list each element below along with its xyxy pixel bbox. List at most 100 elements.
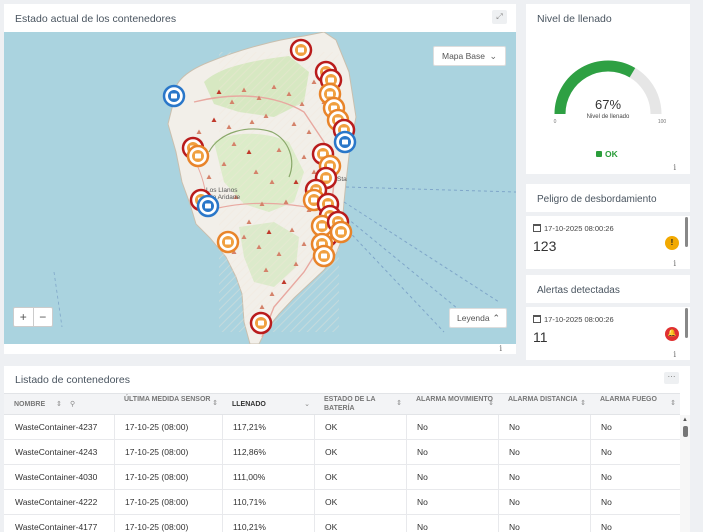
- table-cell: WasteContainer-4237: [15, 422, 98, 432]
- container-marker: [162, 84, 186, 108]
- column-header-1[interactable]: Última medida sensor ⇕: [124, 395, 218, 407]
- scroll-up-arrow[interactable]: ▲: [682, 417, 688, 423]
- table-cell: No: [417, 422, 428, 432]
- basemap-label: Mapa Base: [442, 51, 485, 61]
- bell-alert-icon: 🔔: [665, 327, 679, 341]
- container-markers: [162, 38, 357, 335]
- peak-marker: [256, 95, 262, 100]
- fill-level-title: Nivel de llenado: [537, 13, 612, 25]
- gauge-value: 67%: [595, 97, 621, 112]
- table-cell: OK: [325, 497, 338, 507]
- sort-icon[interactable]: ⇕: [580, 400, 586, 407]
- table-row[interactable]: WasteContainer-4237 17-10-25 (08:00) 117,2…: [4, 415, 680, 440]
- chevron-up-icon: ⌃: [492, 313, 500, 323]
- peak-marker: [211, 117, 217, 122]
- search-icon[interactable]: ⚲: [70, 401, 76, 408]
- peak-marker: [311, 169, 317, 174]
- peak-marker: [311, 79, 317, 84]
- sort-icon[interactable]: ⇕: [396, 400, 402, 407]
- gauge-fill: [554, 60, 636, 115]
- column-header-0[interactable]: Nombre ⇕ ⚲: [14, 400, 110, 409]
- table-cell: 111,00%: [233, 472, 266, 482]
- column-header-6[interactable]: Alarma fuego ⇕: [600, 395, 676, 407]
- card-scrollbar[interactable]: [685, 217, 688, 247]
- place-label-los-llanos: Los Llanos: [206, 187, 238, 194]
- alerts-card-header: Alertas detectadas: [526, 275, 690, 303]
- table-cell: 110,71%: [233, 497, 266, 507]
- column-header-2[interactable]: Llenado ⌄: [232, 400, 310, 409]
- column-divider: [114, 415, 115, 532]
- info-icon[interactable]: i: [499, 344, 502, 353]
- zoom-in-button[interactable]: +: [19, 310, 27, 324]
- table-cell: 117,21%: [233, 422, 266, 432]
- expand-icon[interactable]: ⤢: [492, 10, 507, 24]
- column-header-label: Nombre: [14, 401, 46, 408]
- peak-marker: [293, 179, 299, 184]
- more-options-button[interactable]: ···: [664, 372, 679, 384]
- sort-icon[interactable]: ⇕: [56, 401, 62, 408]
- sort-icon[interactable]: ⇕: [212, 400, 218, 407]
- peak-marker: [221, 161, 227, 166]
- table-header: Nombre ⇕ ⚲ Última medida sensor ⇕ Llenado ⌄ Est…: [4, 393, 680, 415]
- table-cell: 17-10-25 (08:00): [125, 522, 189, 532]
- info-icon[interactable]: i: [673, 259, 676, 268]
- gauge-max: 100: [658, 119, 667, 125]
- table-cell: No: [601, 422, 612, 432]
- peak-marker: [253, 169, 259, 174]
- scroll-thumb[interactable]: [683, 426, 688, 437]
- table-cell: OK: [325, 422, 338, 432]
- peak-marker: [206, 174, 212, 179]
- peak-marker: [246, 219, 252, 224]
- map-panel-title: Estado actual de los contenedores: [15, 13, 177, 25]
- table-cell: No: [417, 447, 428, 457]
- peak-marker: [266, 229, 272, 234]
- column-header-4[interactable]: Alarma movimiento ⇕: [416, 395, 494, 407]
- peak-marker: [249, 119, 255, 124]
- table-title: Listado de contenedores: [15, 374, 131, 386]
- table-cell: 17-10-25 (08:00): [125, 447, 189, 457]
- place-label-aridane: de Aridane: [209, 194, 240, 201]
- table-row[interactable]: WasteContainer-4243 17-10-25 (08:00) 112,8…: [4, 440, 680, 465]
- table-scrollbar[interactable]: ▲: [680, 415, 690, 532]
- card-scrollbar[interactable]: [685, 308, 688, 338]
- column-header-5[interactable]: Alarma distancia ⇕: [508, 395, 586, 407]
- container-map[interactable]: Los Llanos de Aridane Sta Mapa Base ⌄ + …: [4, 32, 516, 344]
- basemap-dropdown[interactable]: Mapa Base ⌄: [433, 46, 506, 66]
- column-header-label: Alarma distancia: [508, 396, 578, 403]
- alerts-date-text: 17-10-2025 08:00:26: [544, 315, 614, 324]
- column-divider: [222, 415, 223, 532]
- overflow-card-header: Peligro de desbordamiento: [526, 184, 690, 212]
- table-row[interactable]: WasteContainer-4177 17-10-25 (08:00) 110,2…: [4, 515, 680, 532]
- sort-icon[interactable]: ⌄: [304, 401, 310, 408]
- table-cell: No: [601, 522, 612, 532]
- zoom-out-button[interactable]: −: [32, 308, 53, 326]
- zoom-control: + −: [13, 307, 53, 327]
- peak-marker: [286, 91, 292, 96]
- peak-marker: [301, 154, 307, 159]
- column-divider: [314, 415, 315, 532]
- container-marker: [312, 244, 336, 268]
- table-cell: WasteContainer-4030: [15, 472, 98, 482]
- legend-toggle[interactable]: Leyenda ⌃: [449, 308, 507, 328]
- gauge-sublabel: Nivel de llenado: [587, 114, 630, 120]
- peak-marker: [216, 89, 222, 94]
- place-label-sta: Sta: [337, 176, 347, 183]
- peak-marker: [306, 129, 312, 134]
- status-dot: [596, 151, 602, 157]
- table-row[interactable]: WasteContainer-4030 17-10-25 (08:00) 111,0…: [4, 465, 680, 490]
- sort-icon[interactable]: ⇕: [670, 400, 676, 407]
- info-icon[interactable]: i: [673, 350, 676, 359]
- info-icon[interactable]: i: [673, 163, 676, 172]
- peak-marker: [283, 199, 289, 204]
- peak-marker: [263, 113, 269, 118]
- table-cell: No: [601, 447, 612, 457]
- peak-marker: [226, 124, 232, 129]
- peak-marker: [276, 147, 282, 152]
- table-cell: 17-10-25 (08:00): [125, 472, 189, 482]
- peak-marker: [289, 227, 295, 232]
- column-header-3[interactable]: Estado de la batería ⇕: [324, 395, 402, 413]
- table-cell: No: [417, 522, 428, 532]
- table-row[interactable]: WasteContainer-4222 17-10-25 (08:00) 110,7…: [4, 490, 680, 515]
- sort-icon[interactable]: ⇕: [488, 400, 494, 407]
- table-cell: 112,86%: [233, 447, 266, 457]
